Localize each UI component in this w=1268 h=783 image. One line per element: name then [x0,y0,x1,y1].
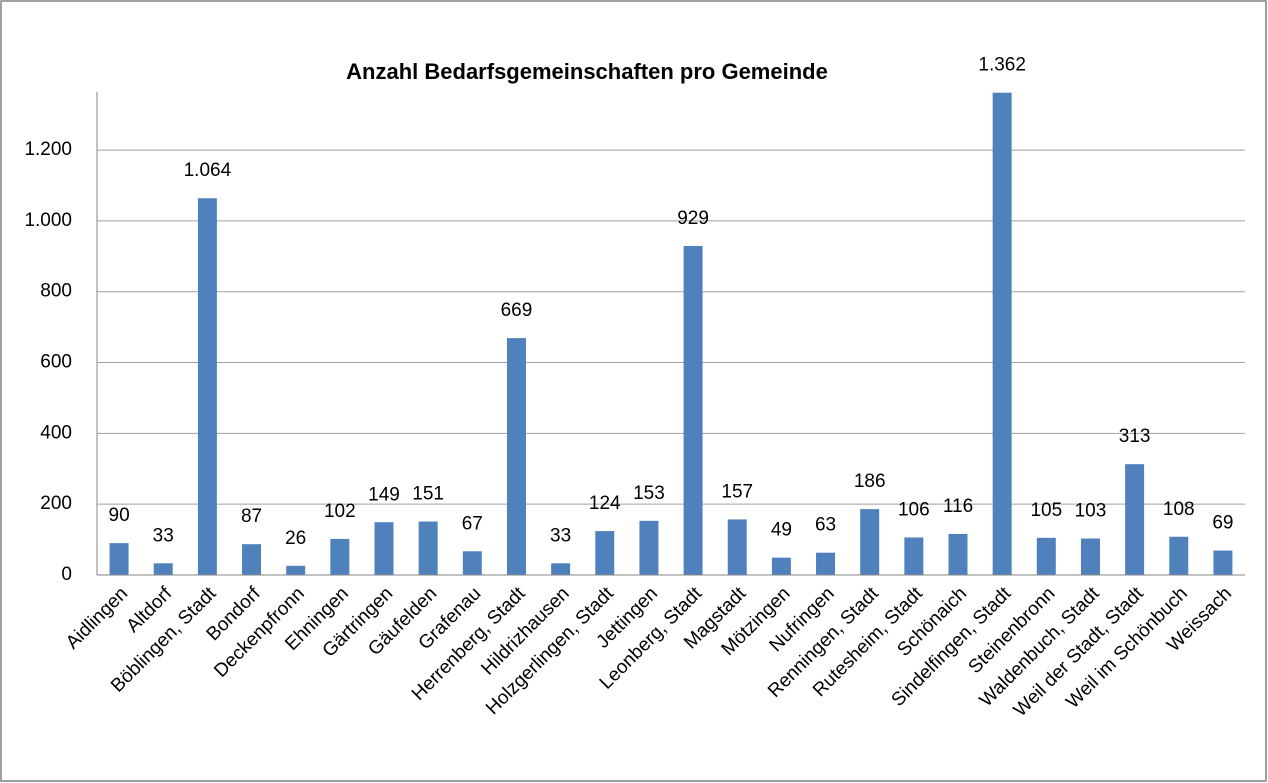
data-label: 105 [1030,500,1062,521]
y-tick-label: 400 [40,422,72,443]
y-tick-label: 1.200 [24,139,72,160]
data-label: 69 [1212,513,1233,534]
bar [197,198,217,575]
data-label: 116 [943,496,973,517]
bar [639,520,659,575]
data-label: 103 [1075,501,1107,522]
data-label: 151 [412,484,444,505]
bar [948,533,968,575]
data-label: 929 [677,208,709,229]
bar [992,92,1012,575]
bar [1213,550,1233,575]
data-label: 87 [241,506,262,527]
data-label: 186 [854,471,886,492]
bar [109,543,129,575]
bar [462,551,482,575]
bar [506,338,526,575]
data-label: 33 [550,525,571,546]
y-tick-label: 200 [40,493,72,514]
data-label: 26 [285,528,306,549]
bar [727,519,747,575]
data-label: 102 [324,501,356,522]
data-label: 153 [633,483,665,504]
data-label: 1.064 [184,160,232,181]
bar [1080,538,1100,575]
y-tick-label: 1.000 [24,210,72,231]
bar [904,537,924,575]
data-label: 67 [462,513,483,534]
bar [551,563,571,575]
data-label: 149 [368,484,400,505]
y-tick-label: 0 [61,564,72,585]
data-label: 90 [109,505,130,526]
bar [771,557,791,575]
bar [860,509,880,575]
bar [816,552,836,575]
data-label: 1.362 [978,55,1026,76]
data-label: 49 [771,520,792,541]
y-tick-label: 800 [40,281,72,302]
bar [418,521,438,575]
data-label: 63 [815,515,836,536]
bar [1125,464,1145,575]
y-tick-label: 600 [40,352,72,373]
data-label: 108 [1163,499,1195,520]
data-label: 157 [721,481,753,502]
bar [286,565,306,575]
bar [1169,536,1189,575]
data-label: 669 [501,300,533,321]
data-label: 313 [1119,426,1151,447]
bar [242,544,262,575]
data-label: 33 [153,525,174,546]
bar [1036,537,1056,575]
bar [374,522,394,575]
bar [595,531,615,575]
data-label: 124 [589,493,621,514]
bar [330,538,350,575]
data-label: 106 [898,499,930,520]
chart-title: Anzahl Bedarfsgemeinschaften pro Gemeind… [346,59,828,84]
bar [683,246,703,575]
bar [153,563,173,575]
